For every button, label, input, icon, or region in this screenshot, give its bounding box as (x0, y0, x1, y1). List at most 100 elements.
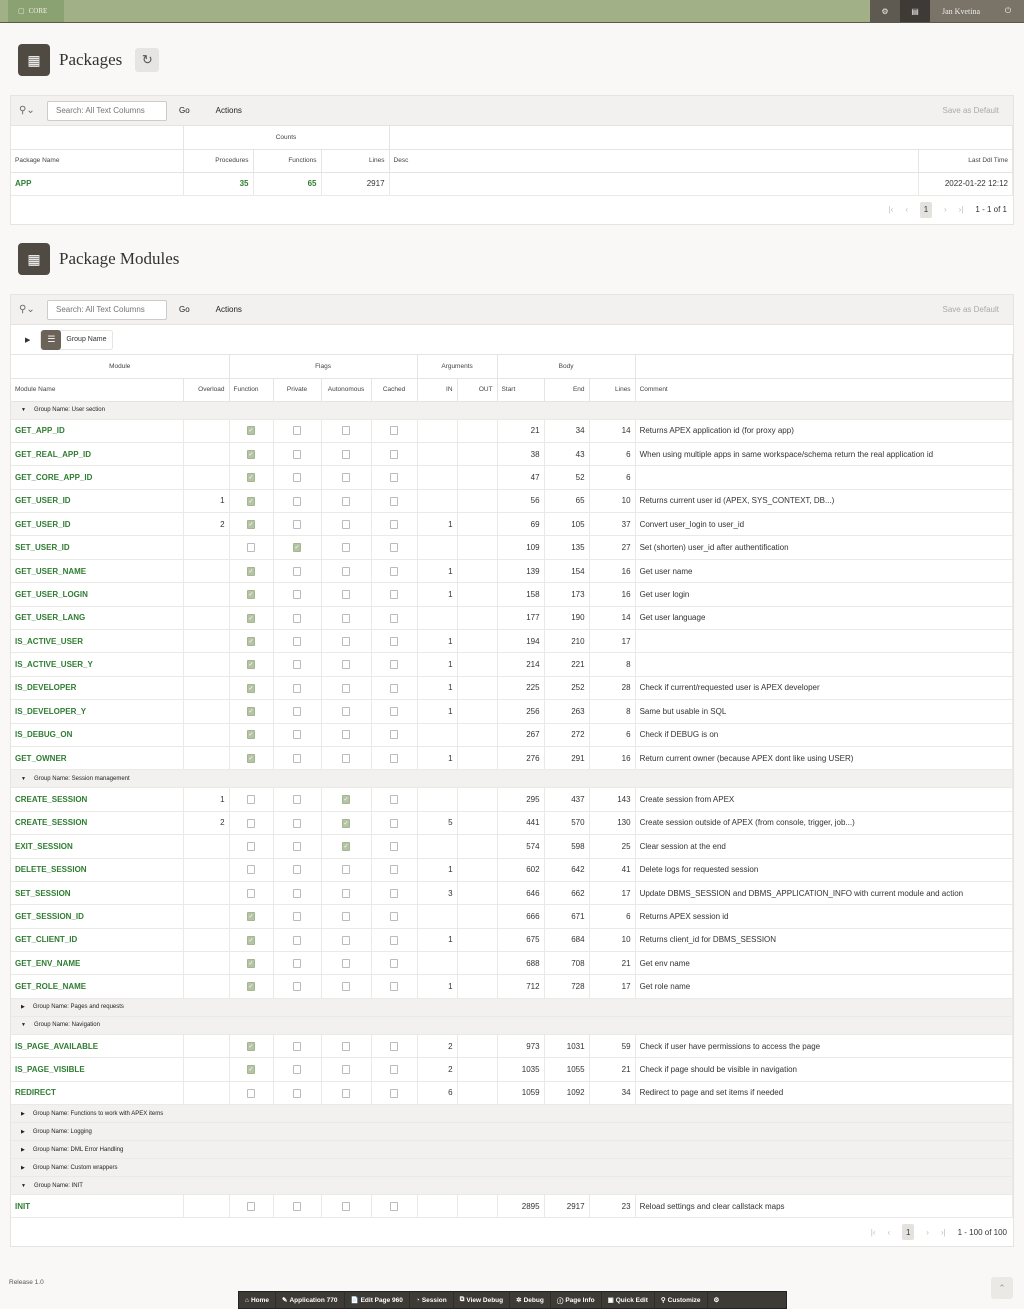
column-header[interactable]: Last Ddl Time (918, 149, 1013, 173)
column-header[interactable]: Comment (635, 378, 1014, 402)
column-header[interactable]: OUT (457, 378, 498, 402)
module-name-link[interactable]: IS_DEVELOPER_Y (11, 699, 184, 724)
search-icon[interactable]: ⚲⌄ (19, 105, 35, 116)
module-name-link[interactable]: REDIRECT (11, 1081, 184, 1106)
cell-procedures[interactable]: 35 (183, 172, 254, 196)
group-break-row[interactable]: ▼ Group Name: INIT (11, 1176, 1013, 1196)
group-break-row[interactable]: ▼ Group Name: Navigation (11, 1016, 1013, 1035)
search-icon[interactable]: ⚲⌄ (19, 304, 35, 315)
group-break-row[interactable]: ▶ Group Name: Logging (11, 1122, 1013, 1142)
column-header[interactable]: Overload (183, 378, 230, 402)
database-icon[interactable]: ▤ (900, 0, 930, 22)
cell-name[interactable]: APP (11, 172, 184, 196)
group-break-row[interactable]: ▶ Group Name: Custom wrappers (11, 1158, 1013, 1178)
devbar-debug[interactable]: ✲ Debug (510, 1291, 551, 1309)
module-name-link[interactable]: GET_CLIENT_ID (11, 928, 184, 953)
next-page-icon[interactable]: › (926, 1227, 929, 1237)
devbar-session[interactable]: ◔ Session (410, 1291, 454, 1309)
module-name-link[interactable]: IS_PAGE_VISIBLE (11, 1057, 184, 1082)
first-page-icon[interactable]: |‹ (870, 1227, 876, 1237)
module-name-link[interactable]: GET_USER_ID (11, 512, 184, 537)
column-header[interactable]: Module Name (11, 378, 184, 402)
prev-page-icon[interactable]: ‹ (905, 205, 908, 214)
last-page-icon[interactable]: ›| (958, 205, 964, 214)
module-name-link[interactable]: CREATE_SESSION (11, 787, 184, 812)
group-break-row[interactable]: ▼ Group Name: Session management (11, 769, 1013, 789)
module-name-link[interactable]: GET_REAL_APP_ID (11, 442, 184, 467)
module-name-link[interactable]: IS_ACTIVE_USER (11, 629, 184, 654)
module-name-link[interactable]: IS_DEVELOPER (11, 676, 184, 701)
column-header[interactable]: Start (497, 378, 545, 402)
expand-icon[interactable]: ▶ (21, 1164, 25, 1171)
module-name-link[interactable]: GET_USER_LANG (11, 606, 184, 631)
group-name-filter-chip[interactable]: ☰ Group Name (40, 329, 114, 350)
module-name-link[interactable]: DELETE_SESSION (11, 858, 184, 882)
module-name-link[interactable]: GET_USER_LOGIN (11, 582, 184, 607)
expand-icon[interactable]: ▶ (25, 336, 31, 344)
devbar-home[interactable]: ⌂ Home (239, 1291, 276, 1309)
next-page-icon[interactable]: › (944, 205, 947, 214)
refresh-button[interactable]: ↻ (135, 48, 160, 72)
column-header[interactable]: Cached (371, 378, 418, 402)
module-name-link[interactable]: SET_USER_ID (11, 535, 184, 560)
group-break-row[interactable]: ▼ Group Name: User section (11, 401, 1013, 420)
collapse-icon[interactable]: ▼ (21, 407, 26, 413)
module-name-link[interactable]: GET_CORE_APP_ID (11, 465, 184, 490)
devbar-quick-edit[interactable]: ▣ Quick Edit (602, 1291, 655, 1309)
column-header[interactable]: Package Name (11, 149, 184, 173)
go-button[interactable]: Go (179, 106, 190, 115)
group-break-row[interactable]: ▶ Group Name: DML Error Handling (11, 1140, 1013, 1160)
settings-icon[interactable]: ⚙ (870, 0, 900, 22)
collapse-icon[interactable]: ▼ (21, 1022, 26, 1029)
column-header[interactable]: End (544, 378, 590, 402)
save-as-default-button[interactable]: Save as Default (942, 106, 999, 115)
column-header[interactable]: Functions (253, 149, 322, 173)
column-header[interactable]: Private (273, 378, 322, 402)
module-name-link[interactable]: SET_SESSION (11, 881, 184, 906)
actions-menu[interactable]: Actions (215, 106, 242, 115)
module-name-link[interactable]: GET_ENV_NAME (11, 951, 184, 976)
collapse-icon[interactable]: ▼ (21, 775, 26, 782)
search-input[interactable] (47, 100, 167, 121)
module-name-link[interactable]: GET_OWNER (11, 746, 184, 771)
column-header[interactable]: Lines (589, 378, 636, 402)
group-break-row[interactable]: ▶ Group Name: Functions to work with APEX… (11, 1104, 1013, 1124)
search-input[interactable] (47, 299, 167, 320)
module-name-link[interactable]: GET_USER_ID (11, 489, 184, 514)
expand-icon[interactable]: ▶ (21, 1110, 25, 1117)
page-number[interactable]: 1 (920, 201, 932, 218)
module-name-link[interactable]: GET_ROLE_NAME (11, 974, 184, 999)
module-name-link[interactable]: GET_APP_ID (11, 419, 184, 443)
module-name-link[interactable]: GET_USER_NAME (11, 559, 184, 584)
devbar-customize[interactable]: ⚲ Customize (655, 1291, 708, 1309)
column-header[interactable]: Function (229, 378, 274, 402)
module-name-link[interactable]: IS_DEBUG_ON (11, 723, 184, 747)
devbar-settings-icon[interactable]: ⚙ (713, 1297, 720, 1304)
column-header[interactable]: IN (417, 378, 458, 402)
page-number[interactable]: 1 (902, 1224, 915, 1241)
scroll-to-top-button[interactable]: ⌃ (991, 1277, 1013, 1299)
column-header[interactable]: Autonomous (321, 378, 372, 402)
app-logo[interactable]: ▢ CORE (8, 0, 64, 22)
cell-functions[interactable]: 65 (253, 172, 322, 196)
save-as-default-button[interactable]: Save as Default (942, 305, 999, 314)
module-name-link[interactable]: INIT (11, 1194, 184, 1219)
logout-icon[interactable]: ⏻ (992, 0, 1024, 22)
devbar-application-770[interactable]: ✎ Application 770 (276, 1291, 345, 1309)
prev-page-icon[interactable]: ‹ (887, 1227, 891, 1237)
module-name-link[interactable]: GET_SESSION_ID (11, 904, 184, 929)
go-button[interactable]: Go (179, 305, 190, 314)
devbar-edit-page-960[interactable]: 📄 Edit Page 960 (345, 1291, 410, 1309)
column-header[interactable]: Lines (321, 149, 390, 173)
column-header[interactable]: Desc (389, 149, 920, 173)
devbar-page-info[interactable]: ⓘ Page Info (551, 1291, 602, 1309)
collapse-icon[interactable]: ▼ (21, 1182, 26, 1189)
expand-icon[interactable]: ▶ (21, 1128, 25, 1135)
module-name-link[interactable]: EXIT_SESSION (11, 834, 184, 859)
actions-menu[interactable]: Actions (215, 305, 242, 314)
module-name-link[interactable]: CREATE_SESSION (11, 811, 184, 836)
module-name-link[interactable]: IS_PAGE_AVAILABLE (11, 1034, 184, 1059)
devbar-view-debug[interactable]: ⧉ View Debug (454, 1291, 511, 1309)
expand-icon[interactable]: ▶ (21, 1146, 25, 1153)
column-header[interactable]: Procedures (183, 149, 254, 173)
